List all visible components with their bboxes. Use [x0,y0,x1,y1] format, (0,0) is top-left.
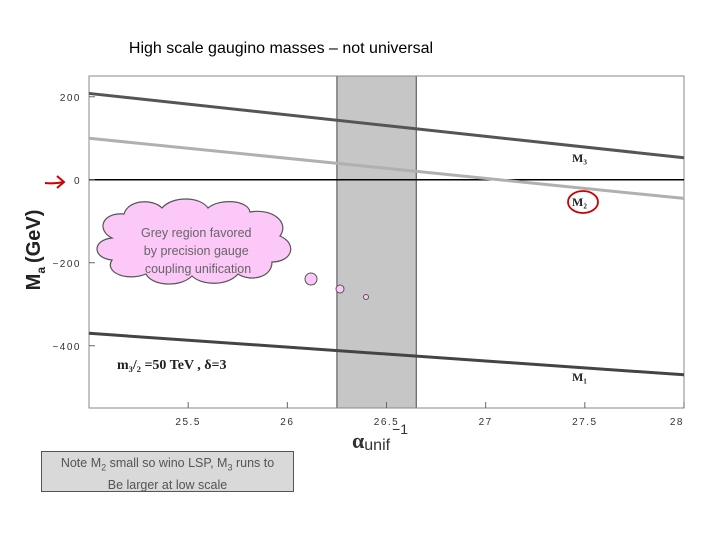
y-axis-label-sub: a [34,267,48,274]
series-line-m2 [88,136,685,200]
svg-text:Grey region favored by p: Grey region favored by precision gauge c… [141,226,255,276]
highlight-circle [567,190,599,214]
params-label: m₃/₂ =50 TeV , δ=3 [117,358,227,373]
x-tick-label: 27.5 [572,417,597,428]
y-tick-label: 0 [74,176,81,187]
x-tick-label: 25.5 [175,417,200,428]
x-axis-label-main: α [352,428,365,453]
y-axis-label-main: M [23,274,45,291]
callout-cloud: Grey region favored by precision gauge c… [96,198,369,300]
svg-text:Ma(GeV): Ma (GeV) [23,210,48,291]
callout-line-3: coupling unification [145,262,251,276]
series-line-m1 [88,331,685,377]
arrow-icon [44,175,66,189]
x-tick-label: 26.5 [374,417,399,428]
series-line-m3 [88,91,685,160]
x-axis-label-sub: unif [364,437,390,454]
ticks-group: 25.5 26 26.5 27 27.5 28 200 0 −200 −400 [52,93,685,428]
x-tick-label: 28 [670,417,684,428]
series-label-m1: M₁ [572,370,587,384]
note-sub-2: 3 [227,462,233,473]
x-tick-label: 27 [479,417,493,428]
y-tick-label: −200 [52,259,81,270]
y-axis-label: Ma (GeV) [23,210,48,291]
note-line-2: Be larger at low scale [107,477,228,492]
series-group [88,91,685,377]
x-tick-label: 26 [280,417,294,428]
y-tick-label: 200 [60,93,81,104]
note-sub-1: 2 [101,462,107,473]
note-box: Note M2 small so wino LSP, M3 runs to Be… [41,451,294,492]
series-label-m2: M₂ [572,195,587,209]
y-axis-label-unit: (GeV) [23,210,45,263]
note-text-a: Note M [60,456,102,470]
series-label-m3: M₃ [572,151,587,165]
callout-line-1: Grey region favored [141,226,252,240]
note-text-b: small so wino LSP, M [106,456,228,470]
note-text-c: runs to [232,456,275,470]
x-axis-label: αunif−1 [352,421,408,454]
y-tick-label: −400 [52,342,81,353]
x-axis-label-sup: −1 [392,421,408,437]
slide-title: High scale gaugino masses – not universa… [100,34,462,64]
callout-line-2: by precision gauge [144,244,249,258]
